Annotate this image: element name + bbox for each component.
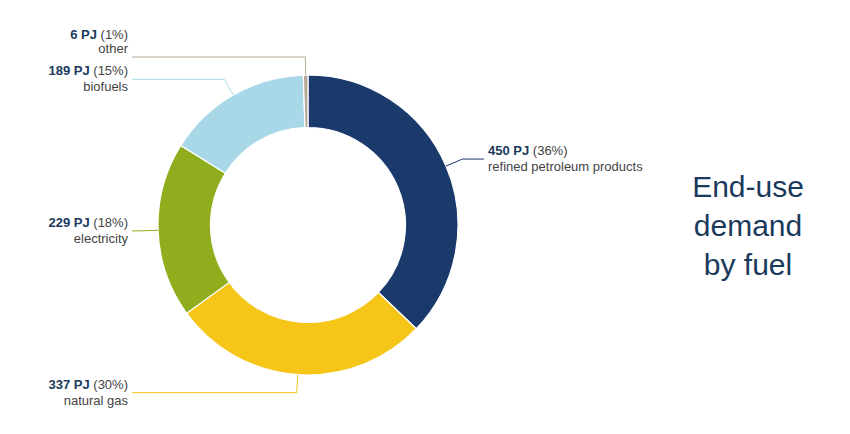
svg-text:natural gas: natural gas (64, 393, 129, 408)
svg-text:229 PJ (18%): 229 PJ (18%) (48, 215, 128, 230)
svg-text:other: other (98, 41, 128, 56)
svg-text:450 PJ (36%): 450 PJ (36%) (488, 143, 568, 158)
svg-text:6 PJ (1%): 6 PJ (1%) (70, 27, 128, 42)
svg-text:189 PJ (15%): 189 PJ (15%) (48, 63, 128, 78)
svg-text:biofuels: biofuels (83, 79, 128, 94)
svg-text:refined petroleum products: refined petroleum products (488, 159, 643, 174)
svg-text:electricity: electricity (74, 231, 129, 246)
html-text:End-use demand by fuel: End-use demand by fuel (692, 169, 804, 281)
svg-text:337 PJ (30%): 337 PJ (30%) (48, 377, 128, 392)
